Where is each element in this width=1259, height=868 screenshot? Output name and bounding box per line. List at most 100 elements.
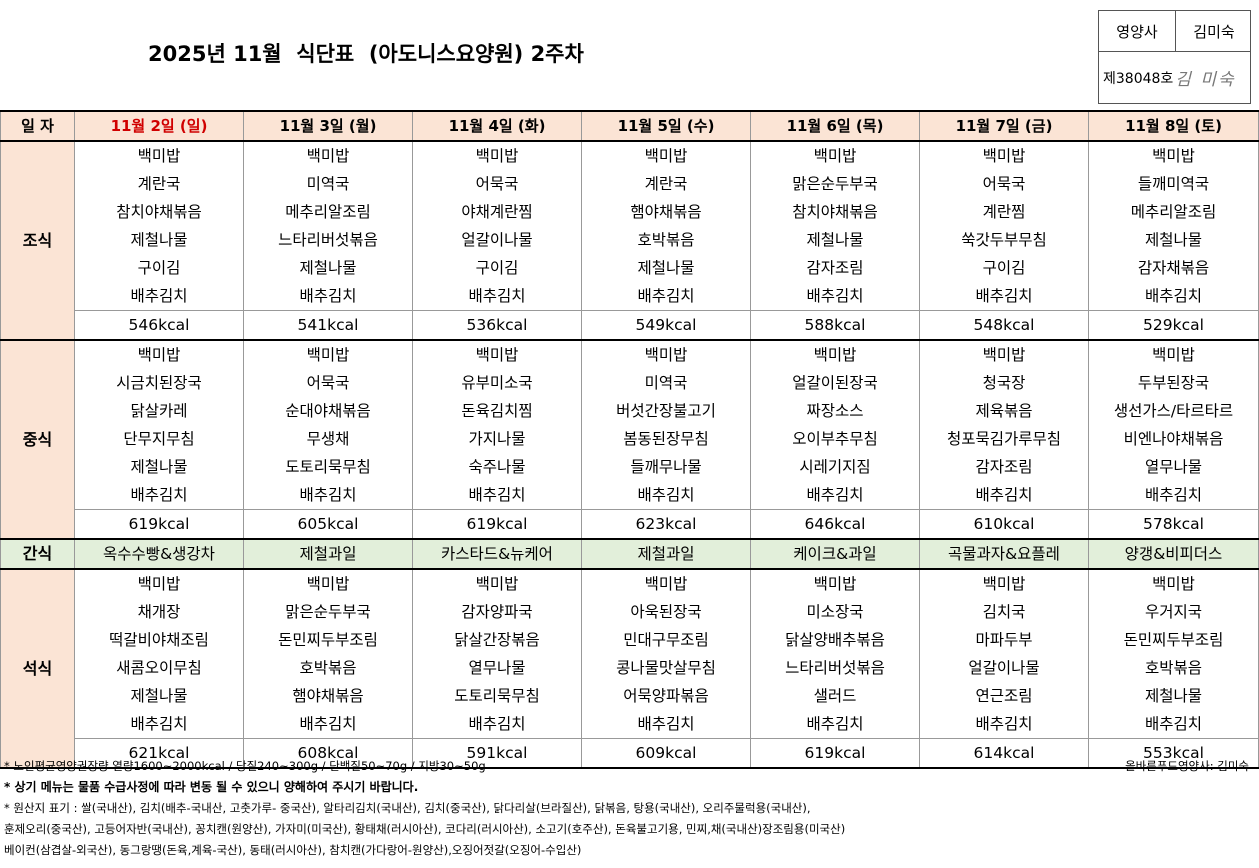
menu-item: 배추김치 — [1088, 282, 1259, 311]
lunch-row: 닭살카레 순대야채볶음 돈육김치찜 버섯간장불고기 짜장소스 제육볶음 생선가스/타르타르 — [1, 397, 1259, 425]
menu-item: 맑은순두부국 — [243, 598, 413, 626]
kcal-value: 619kcal — [74, 509, 244, 540]
notes: * 노인평균영양권장량 열량1600~2000kcal / 당질240~300g… — [4, 756, 845, 861]
menu-item: 감자채볶음 — [1088, 254, 1259, 282]
menu-item: 제철나물 — [581, 254, 751, 282]
page-title: 2025년 11월 식단표 (아도니스요양원) 2주차 — [148, 42, 584, 66]
menu-item: 아욱된장국 — [581, 598, 751, 626]
menu-item: 유부미소국 — [412, 369, 582, 397]
menu-item: 생선가스/타르타르 — [1088, 397, 1259, 425]
menu-item: 계란국 — [581, 170, 751, 198]
menu-item: 제철나물 — [74, 682, 244, 710]
menu-item: 열무나물 — [412, 654, 582, 682]
menu-item: 감자조림 — [919, 453, 1089, 481]
menu-item: 얼갈이나물 — [412, 226, 582, 254]
menu-item: 참치야채볶음 — [750, 198, 920, 226]
origin-label-2: 훈제오리(중국산), 고등어자반(국내산), 꽁치캔(원양산), 가자미(미국산… — [4, 822, 846, 836]
menu-item: 마파두부 — [919, 626, 1089, 654]
lunch-label: 중식 — [0, 340, 75, 540]
approval-row: 영양사 김미숙 — [1099, 11, 1250, 52]
menu-item: 백미밥 — [919, 141, 1089, 170]
menu-item: 배추김치 — [412, 710, 582, 739]
menu-item: 구이김 — [919, 254, 1089, 282]
menu-item: 배추김치 — [581, 710, 751, 739]
kcal-value: 609kcal — [581, 738, 751, 769]
menu-item: 감자양파국 — [412, 598, 582, 626]
menu-item: 맑은순두부국 — [750, 170, 920, 198]
header-row: 일 자 11월 2일 (일) 11월 3일 (월) 11월 4일 (화) 11월 5일 … — [0, 110, 1259, 142]
snack-row: 간식 옥수수빵&생강차 제철과일 카스타드&뉴케어 제철과일 케이크&과일 곡물과자&요플레… — [0, 539, 1259, 570]
kcal-value: 529kcal — [1088, 310, 1259, 341]
kcal-value: 621kcal — [74, 738, 244, 769]
menu-item: 배추김치 — [243, 282, 413, 311]
menu-item: 호박볶음 — [1088, 654, 1259, 682]
nutritionist-name: 김미숙 — [1193, 22, 1235, 41]
menu-item: 메추리알조림 — [1088, 198, 1259, 226]
menu-item: 샐러드 — [750, 682, 920, 710]
kcal-value: 623kcal — [581, 509, 751, 540]
menu-item: 백미밥 — [919, 340, 1089, 369]
dinner-row: 채개장 맑은순두부국 감자양파국 아욱된장국 미소장국 김치국 우거지국 — [1, 598, 1259, 626]
menu-item: 가지나물 — [412, 425, 582, 453]
snack-item: 곡물과자&요플레 — [919, 539, 1089, 570]
menu-item: 햄야채볶음 — [243, 682, 413, 710]
kcal-value: 536kcal — [412, 310, 582, 341]
kcal-value: 608kcal — [243, 738, 413, 769]
kcal-value: 619kcal — [412, 509, 582, 540]
menu-item: 백미밥 — [243, 141, 413, 170]
menu-item: 배추김치 — [412, 282, 582, 311]
day-header: 11월 8일 (토) — [1088, 110, 1259, 142]
lunch-row: 시금치된장국 어묵국 유부미소국 미역국 얼갈이된장국 청국장 두부된장국 — [1, 369, 1259, 397]
menu-item: 제육볶음 — [919, 397, 1089, 425]
lunch-row: 배추김치 배추김치 배추김치 배추김치 배추김치 배추김치 배추김치 — [1, 481, 1259, 510]
menu-item: 백미밥 — [750, 569, 920, 598]
menu-item: 돈육김치찜 — [412, 397, 582, 425]
lunch-row: 제철나물 도토리묵무침 숙주나물 들깨무나물 시레기지짐 감자조림 열무나물 — [1, 453, 1259, 481]
day-header: 11월 4일 (화) — [412, 110, 582, 142]
menu-item: 연근조림 — [919, 682, 1089, 710]
menu-item: 청포묵김가루무침 — [919, 425, 1089, 453]
menu-item: 백미밥 — [750, 141, 920, 170]
menu-item: 콩나물맛살무침 — [581, 654, 751, 682]
menu-item: 순대야채볶음 — [243, 397, 413, 425]
menu-item: 구이김 — [412, 254, 582, 282]
menu-item: 미역국 — [243, 170, 413, 198]
menu-item: 닭살양배추볶음 — [750, 626, 920, 654]
menu-item: 백미밥 — [74, 569, 244, 598]
menu-item: 숙주나물 — [412, 453, 582, 481]
menu-item: 백미밥 — [581, 141, 751, 170]
dinner-row: 제철나물 햄야채볶음 도토리묵무침 어묵양파볶음 샐러드 연근조림 제철나물 — [1, 682, 1259, 710]
menu-item: 어묵양파볶음 — [581, 682, 751, 710]
menu-item: 배추김치 — [581, 481, 751, 510]
menu-item: 제철나물 — [1088, 226, 1259, 254]
menu-item: 청국장 — [919, 369, 1089, 397]
menu-item: 백미밥 — [581, 340, 751, 369]
menu-item: 도토리묵무침 — [412, 682, 582, 710]
kcal-value: 541kcal — [243, 310, 413, 341]
menu-item: 시금치된장국 — [74, 369, 244, 397]
menu-item: 배추김치 — [750, 710, 920, 739]
signature: 김 미숙 — [1175, 70, 1236, 90]
snack-item: 카스타드&뉴케어 — [412, 539, 582, 570]
menu-change-notice: * 상기 메뉴는 물품 수급사정에 따라 변동 될 수 있으니 양해하여 주시기… — [4, 780, 419, 794]
snack-item: 케이크&과일 — [750, 539, 920, 570]
menu-item: 어묵국 — [919, 170, 1089, 198]
breakfast-row: 제철나물 느타리버섯볶음 얼갈이나물 호박볶음 제철나물 쑥갓두부무침 제철나물 — [1, 226, 1259, 254]
menu-item: 배추김치 — [412, 481, 582, 510]
role-label: 영양사 — [1099, 11, 1176, 51]
menu-item: 백미밥 — [1088, 141, 1259, 170]
menu-item: 제철나물 — [74, 226, 244, 254]
menu-item: 백미밥 — [243, 340, 413, 369]
menu-item: 시레기지짐 — [750, 453, 920, 481]
kcal-value: 549kcal — [581, 310, 751, 341]
menu-item: 제철나물 — [750, 226, 920, 254]
snack-label: 간식 — [0, 539, 75, 570]
menu-item: 돈민찌두부조림 — [243, 626, 413, 654]
day-header: 11월 3일 (월) — [243, 110, 413, 142]
menu-item: 들깨무나물 — [581, 453, 751, 481]
dinner-row: 새콤오이무침 호박볶음 열무나물 콩나물맛살무침 느타리버섯볶음 얼갈이나물 호박볶음 — [1, 654, 1259, 682]
menu-item: 제철나물 — [1088, 682, 1259, 710]
dinner-kcal-row: 621kcal 608kcal 591kcal 609kcal 619kcal 614kc… — [1, 738, 1259, 769]
menu-item: 새콤오이무침 — [74, 654, 244, 682]
snack-item: 제철과일 — [243, 539, 413, 570]
